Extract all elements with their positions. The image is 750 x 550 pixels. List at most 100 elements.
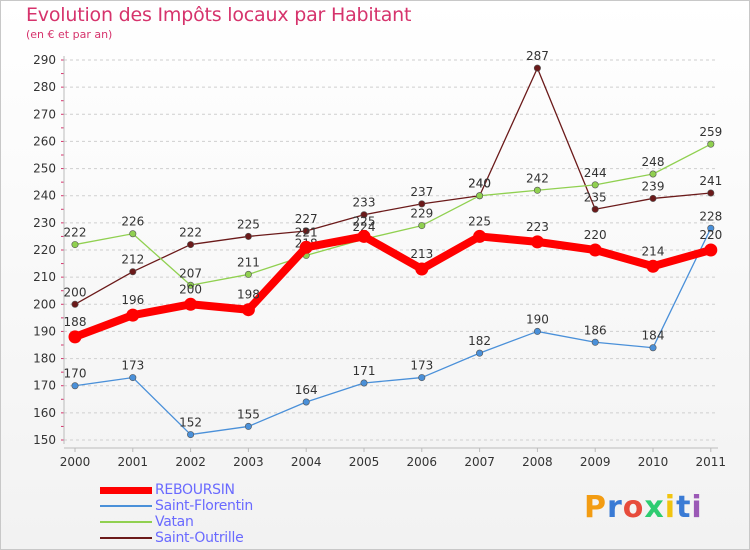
data-label: 237 [410,185,433,199]
series-line-reboursin [73,232,712,341]
data-label: 188 [64,315,87,329]
logo-letter: i [664,490,677,525]
logo-letter: r [607,490,623,525]
data-label: 164 [295,383,318,397]
data-point [360,211,368,219]
data-label: 225 [353,214,376,228]
series-line-saint-florentin [74,228,712,436]
data-point [476,349,484,357]
data-label: 213 [410,247,433,261]
legend: REBOURSIN Saint-Florentin Vatan Saint-Outri… [100,482,253,546]
data-point [476,192,484,200]
data-point [129,374,137,382]
legend-label: Vatan [155,514,194,530]
data-label: 200 [64,285,87,299]
y-tick-label: 290 [33,53,56,67]
data-label: 224 [353,220,376,234]
data-point [244,270,252,278]
x-tick-label: 2002 [175,455,206,469]
y-tick-label: 180 [33,352,56,366]
data-point [591,338,599,346]
data-label: 170 [64,367,87,381]
data-point [126,308,140,322]
data-point [707,189,715,197]
data-label: 220 [699,228,722,242]
data-point [129,268,137,276]
data-point [649,170,657,178]
data-label: 200 [179,282,202,296]
data-label: 227 [295,212,318,226]
data-point [530,235,544,249]
legend-swatch [100,486,152,494]
data-label: 220 [584,228,607,242]
legend-item: Vatan [100,514,253,530]
data-label: 155 [237,407,260,421]
data-point [68,330,82,344]
logo-letter: P [584,490,607,525]
data-label: 190 [526,312,549,326]
proxiti-logo: Proxiti [584,490,703,525]
legend-item: Saint-Outrille [100,530,253,546]
data-point [241,303,255,317]
data-point [302,227,310,235]
data-point [418,374,426,382]
data-point [649,344,657,352]
x-tick-label: 2004 [291,455,322,469]
data-point [588,243,602,257]
data-label: 222 [179,226,202,240]
data-label: 198 [237,288,260,302]
data-label: 221 [295,225,318,239]
data-label: 211 [237,255,260,269]
data-label: 225 [237,217,260,231]
y-tick-label: 270 [33,107,56,121]
data-point [360,379,368,387]
data-label: 259 [699,125,722,139]
data-point [187,431,195,439]
data-label: 240 [468,177,491,191]
data-label: 152 [179,416,202,430]
data-point [704,243,718,257]
series-line-vatan [74,143,712,286]
x-tick-label: 2003 [233,455,264,469]
x-tick-label: 2010 [638,455,669,469]
data-point [129,230,137,238]
y-tick-label: 220 [33,243,56,257]
data-point [591,181,599,189]
x-tick-label: 2008 [522,455,553,469]
data-label: 222 [64,226,87,240]
data-point [591,205,599,213]
data-label: 186 [584,323,607,337]
legend-label: Saint-Outrille [155,530,244,546]
data-point [418,200,426,208]
y-tick-label: 280 [33,80,56,94]
data-label: 242 [526,171,549,185]
data-label: 229 [410,207,433,221]
x-tick-label: 2011 [696,455,727,469]
logo-letter: t [676,490,692,525]
data-point [299,240,313,254]
series-line-saint-outrille [74,67,711,305]
data-label: 233 [353,196,376,210]
data-label: 241 [699,174,722,188]
y-tick-label: 150 [33,433,56,447]
legend-swatch [100,521,152,523]
data-point [418,222,426,230]
data-label: 223 [526,220,549,234]
data-point [533,327,541,335]
y-tick-label: 160 [33,406,56,420]
data-label: 212 [121,253,144,267]
data-point [244,232,252,240]
data-point [302,398,310,406]
x-tick-label: 2005 [349,455,380,469]
legend-swatch [100,537,152,539]
chart-title: Evolution des Impôts locaux par Habitant [26,4,412,26]
data-point [533,64,541,72]
x-tick-label: 2000 [60,455,91,469]
data-point [244,422,252,430]
data-point [415,262,429,276]
data-label: 287 [526,49,549,63]
data-point [71,382,79,390]
data-point [649,194,657,202]
